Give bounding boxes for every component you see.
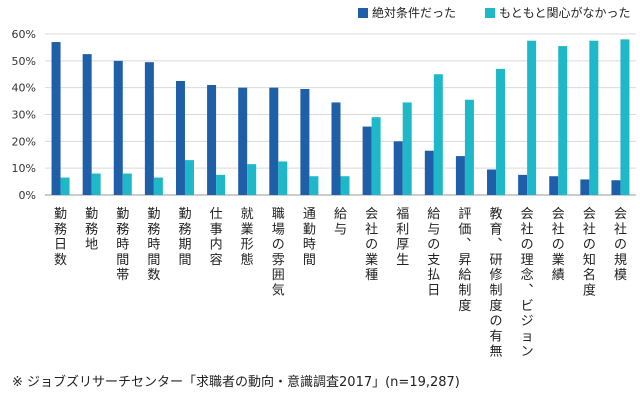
- category-label: 会社の知名度: [583, 207, 596, 299]
- y-tick-label: 50%: [12, 55, 36, 68]
- bar-no-interest-5: [184, 160, 194, 195]
- category-label: 職場の雰囲気: [272, 207, 285, 299]
- category-label: 会社の業種: [365, 207, 378, 283]
- bar-no-interest-11: [371, 117, 381, 195]
- category-label: 教育︑研修制度の有無: [490, 206, 503, 360]
- bar-no-interest-19: [620, 39, 630, 195]
- bar-no-interest-3: [122, 173, 132, 195]
- category-label: 就業形態: [241, 207, 254, 268]
- category-label: 勤務地: [85, 207, 98, 253]
- bar-absolute-condition-19: [611, 180, 621, 195]
- legend: 絶対条件だった もともと関心がなかった: [358, 5, 631, 20]
- bar-no-interest-16: [527, 40, 537, 196]
- bar-no-interest-14: [464, 99, 474, 195]
- bar-absolute-condition-13: [424, 150, 434, 195]
- footnote: ※ ジョブズリサーチセンター「求職者の動向・意識調査2017」(n=19,287…: [12, 375, 460, 390]
- bar-no-interest-13: [433, 74, 443, 195]
- y-tick-label: 30%: [12, 109, 36, 122]
- bar-no-interest-9: [309, 176, 319, 195]
- legend-swatch: [485, 8, 495, 18]
- bar-absolute-condition-2: [82, 54, 92, 195]
- bar-no-interest-17: [558, 46, 568, 196]
- bar-no-interest-15: [496, 68, 506, 195]
- category-label: 仕事内容: [210, 207, 223, 268]
- category-labels: 勤務日数 勤務地 勤務時間帯 勤務時間数 勤務期間 仕事内容 就業形態 職場の雰囲気 通勤時間 給…: [54, 206, 627, 360]
- category-label: 会社の業績: [552, 207, 565, 283]
- category-label: 通勤時間: [303, 207, 316, 268]
- bar-no-interest-8: [278, 161, 288, 195]
- bar-no-interest-7: [247, 164, 257, 195]
- category-label: 給与の支払日: [427, 207, 440, 299]
- bar-no-interest-12: [402, 102, 412, 195]
- bar-absolute-condition-1: [51, 42, 61, 195]
- bar-no-interest-1: [60, 177, 70, 195]
- category-label: 勤務日数: [54, 207, 67, 268]
- category-label: 勤務時間帯: [116, 207, 129, 283]
- category-label: 勤務時間数: [147, 207, 160, 283]
- category-label: 会社の規模: [614, 207, 627, 283]
- bar-absolute-condition-8: [269, 87, 279, 195]
- bar-absolute-condition-18: [580, 179, 590, 195]
- bar-absolute-condition-11: [362, 126, 372, 195]
- bar-absolute-condition-12: [393, 141, 403, 195]
- bars: [51, 39, 630, 196]
- bar-absolute-condition-14: [455, 156, 465, 195]
- bar-no-interest-6: [216, 174, 226, 195]
- legend-swatch: [358, 8, 368, 18]
- bar-no-interest-10: [340, 176, 350, 195]
- bar-absolute-condition-5: [175, 80, 185, 195]
- bar-absolute-condition-17: [549, 176, 559, 195]
- bar-absolute-condition-15: [487, 169, 497, 195]
- bar-no-interest-4: [153, 177, 163, 195]
- category-label: 評価︑昇給制度: [458, 207, 471, 314]
- bar-absolute-condition-10: [331, 102, 341, 195]
- bar-absolute-condition-3: [113, 60, 123, 196]
- bar-absolute-condition-7: [238, 87, 248, 195]
- y-tick-label: 0%: [19, 189, 36, 202]
- bar-absolute-condition-6: [207, 84, 217, 195]
- y-axis: 0% 10% 20% 30% 40% 50% 60%: [12, 28, 36, 202]
- category-label: 会社の理念︑ビジョン: [521, 207, 534, 360]
- legend-label: もともと関心がなかった: [499, 5, 631, 20]
- category-label: 福利厚生: [396, 207, 409, 268]
- y-tick-label: 10%: [12, 162, 36, 175]
- bar-no-interest-2: [91, 173, 101, 195]
- y-tick-label: 60%: [12, 28, 36, 41]
- category-label: 勤務期間: [178, 207, 191, 268]
- bar-no-interest-18: [589, 40, 599, 196]
- bar-absolute-condition-9: [300, 89, 310, 195]
- bar-absolute-condition-16: [518, 174, 528, 195]
- bar-absolute-condition-4: [144, 62, 154, 195]
- y-tick-label: 20%: [12, 135, 36, 148]
- legend-label: 絶対条件だった: [372, 5, 456, 20]
- category-label: 給与: [334, 207, 347, 237]
- y-tick-label: 40%: [12, 82, 36, 95]
